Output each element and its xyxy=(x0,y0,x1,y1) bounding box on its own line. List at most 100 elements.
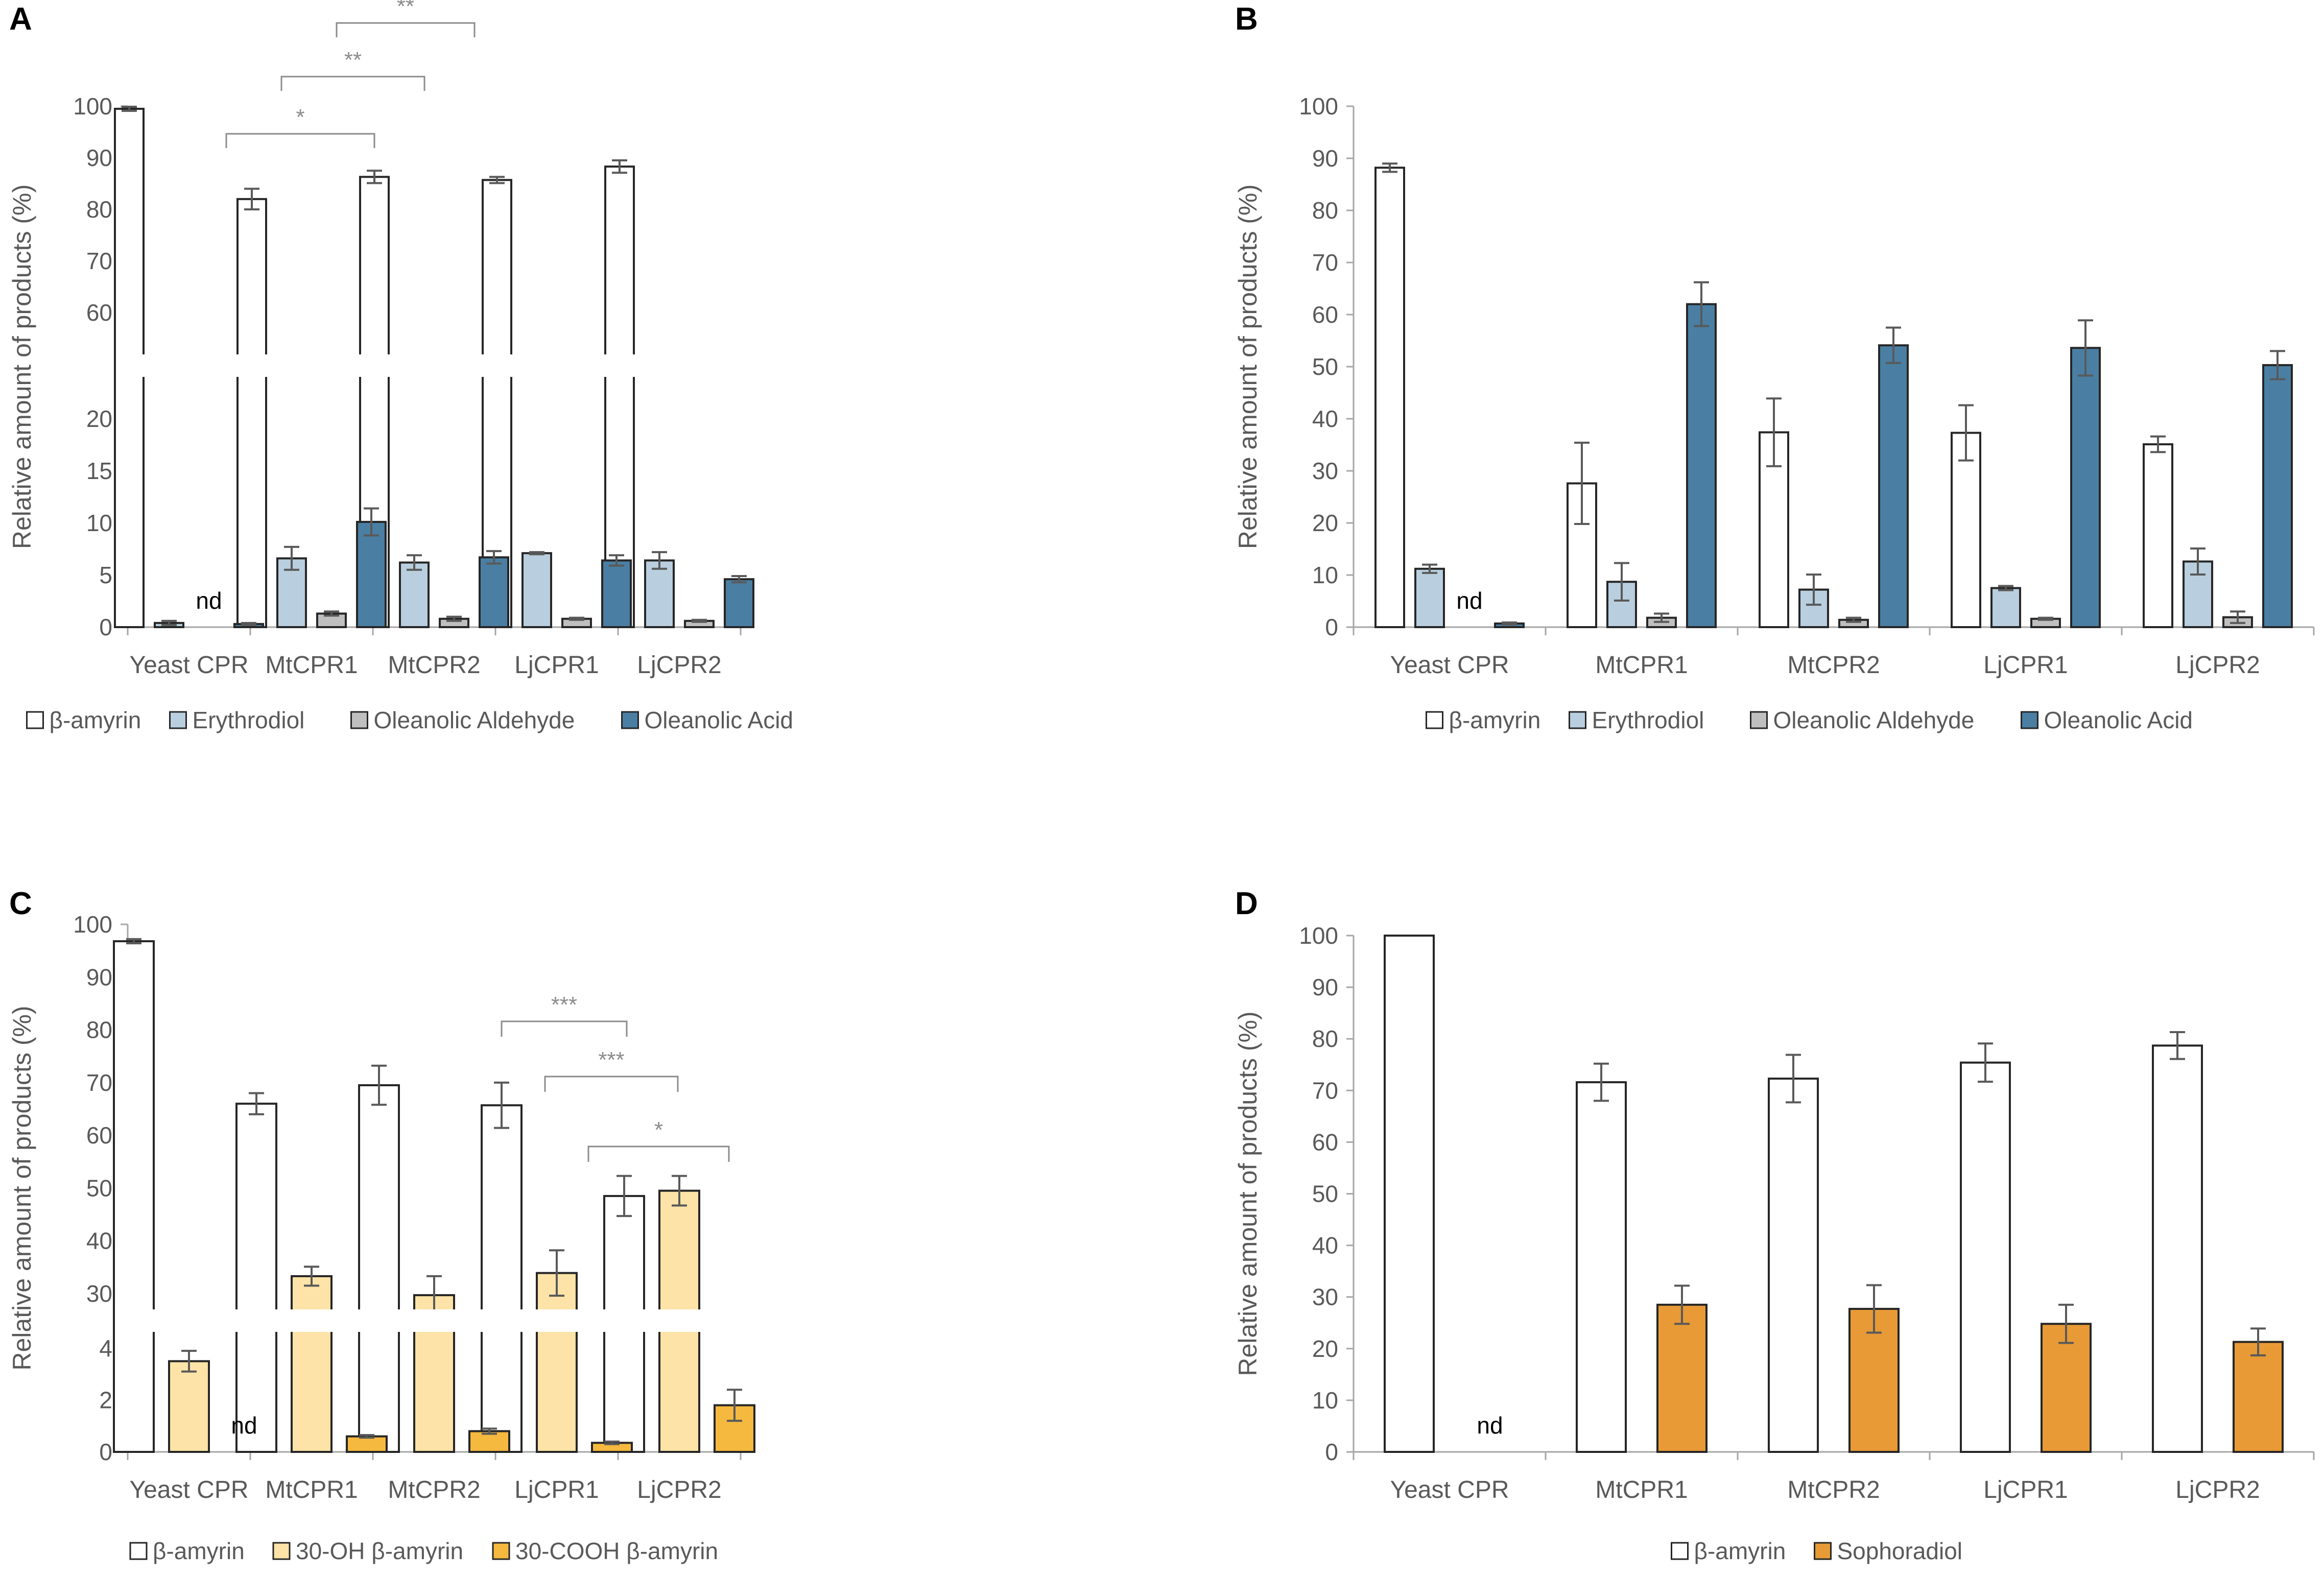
significance-bracket xyxy=(501,1020,628,1037)
bar xyxy=(714,1404,755,1453)
bar xyxy=(482,179,512,628)
category-label: MtCPR1 xyxy=(1595,1476,1688,1503)
y-tick-label: 30 xyxy=(1312,1284,1338,1310)
bar xyxy=(536,1272,578,1453)
y-tick-label: 60 xyxy=(1312,301,1338,328)
y-tick-label: 50 xyxy=(86,1175,112,1201)
y-axis-label: Relative amount of products (%) xyxy=(1234,1011,1262,1376)
legend-swatch xyxy=(2021,711,2038,729)
legend-label: Oleanolic Acid xyxy=(2044,707,2193,733)
panel-letter: C xyxy=(9,886,32,921)
bar xyxy=(168,1360,210,1453)
bar xyxy=(1960,1061,2011,1453)
y-tick-label: 80 xyxy=(1312,197,1338,224)
legend-label: 30-OH β-amyrin xyxy=(296,1538,463,1564)
panel-c: C Relative amount of products (%) 0 2 4 30 40 5… xyxy=(8,886,755,1564)
y-tick-label: 80 xyxy=(1312,1025,1338,1052)
legend-label: Erythrodiol xyxy=(193,707,305,733)
bar xyxy=(644,559,675,628)
category-label: MtCPR1 xyxy=(265,1476,358,1503)
y-tick-label: 15 xyxy=(86,458,112,484)
bar xyxy=(2070,347,2101,628)
category-label: MtCPR1 xyxy=(1595,652,1688,679)
bar xyxy=(1576,1081,1627,1453)
y-tick-label: 0 xyxy=(1325,1439,1338,1465)
y-tick-label: 100 xyxy=(73,911,112,938)
category-label: LjCPR2 xyxy=(637,652,721,679)
category-label: MtCPR2 xyxy=(1787,652,1880,679)
category-label: LjCPR1 xyxy=(514,1476,599,1503)
y-tick-label: 2 xyxy=(99,1387,112,1414)
y-tick-label: 40 xyxy=(86,1228,112,1254)
bar xyxy=(2262,364,2293,628)
category-label: Yeast CPR xyxy=(1390,652,1509,679)
bar xyxy=(1656,1303,1708,1453)
y-tick-label: 60 xyxy=(86,1122,112,1149)
nd-label: nd xyxy=(196,587,222,614)
y-tick-label: 30 xyxy=(1312,458,1338,484)
category-label: LjCPR2 xyxy=(637,1476,721,1503)
y-tick-label: 80 xyxy=(86,1017,112,1043)
category-label: Yeast CPR xyxy=(1390,1476,1509,1503)
significance-label: *** xyxy=(551,992,577,1017)
category-label: MtCPR2 xyxy=(388,652,480,679)
category-label: MtCPR2 xyxy=(1787,1476,1880,1503)
significance-bracket xyxy=(280,76,425,91)
y-tick-label: 60 xyxy=(1312,1129,1338,1155)
legend-label: β-amyrin xyxy=(50,707,141,733)
significance-label: *** xyxy=(598,1047,624,1072)
category-label: LjCPR2 xyxy=(2175,652,2260,679)
legend-label: Oleanolic Acid xyxy=(645,707,794,733)
y-tick-label: 0 xyxy=(99,1439,112,1465)
y-tick-label: 90 xyxy=(1312,974,1338,1000)
bar xyxy=(1768,1078,1819,1453)
legend-swatch xyxy=(129,1542,148,1560)
legend-swatch xyxy=(169,711,187,729)
significance-bracket xyxy=(587,1145,730,1162)
y-tick-label: 0 xyxy=(99,614,112,640)
legend-swatch xyxy=(26,711,44,729)
legend-label: Oleanolic Aldehyde xyxy=(374,707,575,733)
legend-label: β-amyrin xyxy=(153,1538,245,1564)
panel-letter: A xyxy=(9,2,32,37)
legend-label: 30-COOH β-amyrin xyxy=(515,1538,718,1564)
legend-swatch xyxy=(1569,711,1586,729)
bar xyxy=(601,559,632,628)
legend-swatch xyxy=(1814,1542,1832,1560)
y-tick-label: 50 xyxy=(1312,353,1338,380)
bar xyxy=(346,1435,388,1453)
legend-swatch xyxy=(272,1542,291,1560)
bar xyxy=(521,552,552,629)
panel-letter: D xyxy=(1235,886,1258,921)
bar xyxy=(1878,344,1909,628)
legend-label: Oleanolic Aldehyde xyxy=(1773,707,1975,733)
legend-swatch xyxy=(350,711,368,729)
category-label: MtCPR2 xyxy=(388,1476,480,1503)
significance-label: * xyxy=(296,105,304,130)
nd-label: nd xyxy=(231,1412,257,1439)
bar xyxy=(356,520,387,629)
legend-label: β-amyrin xyxy=(1449,707,1541,733)
panel-letter: B xyxy=(1235,2,1258,37)
legend-label: Erythrodiol xyxy=(1592,707,1704,733)
bar xyxy=(1798,588,1829,629)
panel-b: B Relative amount of products (%) 0 10 20 30 4… xyxy=(1234,2,2315,733)
y-tick-label: 90 xyxy=(1312,145,1338,172)
y-tick-label: 70 xyxy=(1312,1077,1338,1104)
y-tick-label: 0 xyxy=(1325,614,1338,640)
y-tick-label: 10 xyxy=(86,510,112,536)
panel-a: A Relative amount of products (%) 0 5 10 15 20… xyxy=(8,0,793,733)
significance-bracket xyxy=(225,133,375,148)
y-tick-label: 5 xyxy=(99,562,112,588)
y-tick-label: 40 xyxy=(1312,1232,1338,1259)
y-tick-label: 50 xyxy=(1312,1181,1338,1207)
y-tick-label: 20 xyxy=(1312,1335,1338,1362)
panel-d: D Relative amount of products (%) 0 10 20 30 4… xyxy=(1234,886,2315,1564)
nd-label: nd xyxy=(1456,587,1482,614)
y-tick-label: 4 xyxy=(99,1335,112,1362)
y-tick-label: 90 xyxy=(86,145,112,171)
y-tick-label: 90 xyxy=(86,964,112,990)
axis-break-band xyxy=(131,1309,741,1332)
legend-label: Sophoradiol xyxy=(1837,1538,1963,1564)
significance-label: ** xyxy=(397,0,414,19)
